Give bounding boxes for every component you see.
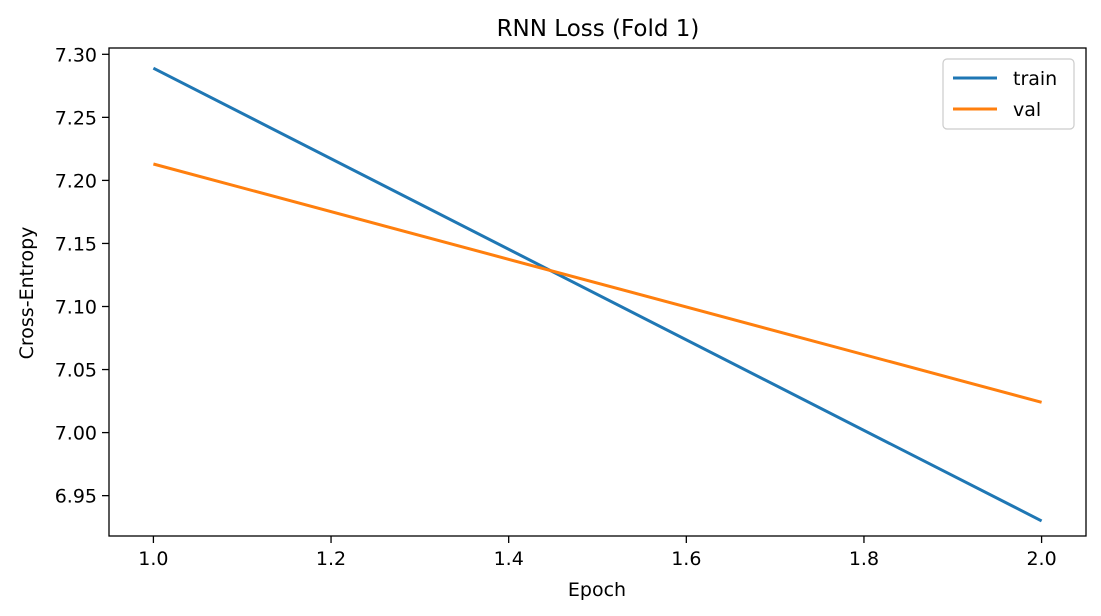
x-tick-label: 1.6 xyxy=(671,548,701,570)
legend: train val xyxy=(942,58,1075,130)
y-tick-label: 7.25 xyxy=(55,107,97,129)
x-tick-label: 2.0 xyxy=(1026,548,1056,570)
y-tick-label: 6.95 xyxy=(55,486,97,508)
y-tick-label: 7.20 xyxy=(55,170,97,192)
y-tick-label: 7.15 xyxy=(55,233,97,255)
x-tick-label: 1.8 xyxy=(849,548,879,570)
x-tick-label: 1.0 xyxy=(138,548,168,570)
series-layer xyxy=(152,66,1043,523)
series-line-train xyxy=(152,66,1043,523)
x-axis-label: Epoch xyxy=(568,579,626,601)
series-line-val xyxy=(153,162,1042,404)
y-axis-ticks: 6.95 7.00 7.05 7.10 7.15 7.20 7.25 7.30 xyxy=(55,44,109,508)
plot-area-frame xyxy=(108,47,1087,537)
x-tick-label: 1.2 xyxy=(316,548,346,570)
y-tick-label: 7.00 xyxy=(55,423,97,445)
legend-items: train val xyxy=(953,68,1057,121)
legend-label-val: val xyxy=(1013,99,1041,121)
legend-label-train: train xyxy=(1013,68,1057,90)
x-tick-label: 1.4 xyxy=(494,548,524,570)
y-axis-label: Cross-Entropy xyxy=(16,227,38,360)
y-tick-label: 7.05 xyxy=(55,360,97,382)
x-axis-ticks: 1.0 1.2 1.4 1.6 1.8 2.0 xyxy=(138,536,1057,570)
y-tick-label: 7.10 xyxy=(55,297,97,319)
chart-title: RNN Loss (Fold 1) xyxy=(497,16,700,42)
y-tick-label: 7.30 xyxy=(55,44,97,66)
